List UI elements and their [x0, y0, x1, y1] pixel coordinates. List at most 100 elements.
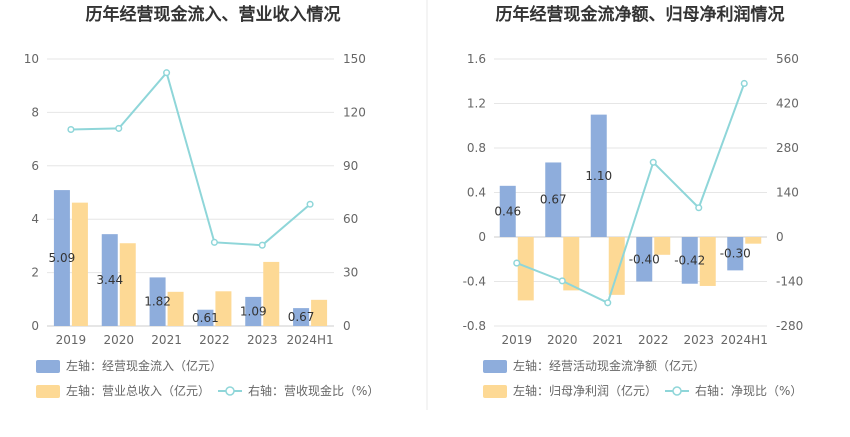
legend-label-line[interactable]: 右轴：营收现金比（%） [248, 383, 379, 398]
bar-data-label: 1.09 [240, 304, 267, 318]
bar-secondary[interactable] [745, 237, 762, 244]
bar-primary[interactable] [727, 237, 744, 271]
left-axis-tick: 8 [31, 105, 39, 119]
ratio-point[interactable] [513, 259, 521, 267]
ratio-point[interactable] [210, 238, 218, 246]
right-axis-tick: -280 [776, 319, 803, 333]
legend-marker-line[interactable] [672, 386, 682, 396]
bar-data-label: -0.30 [720, 247, 751, 261]
legend-label-primary[interactable]: 左轴：经营活动现金流净额（亿元） [513, 358, 705, 373]
bar-secondary[interactable] [517, 237, 534, 301]
ratio-point[interactable] [740, 79, 748, 88]
bar-primary[interactable] [293, 308, 310, 326]
bar-secondary[interactable] [167, 291, 184, 326]
bar-secondary[interactable] [263, 261, 280, 326]
left-axis-tick: 1.2 [467, 97, 486, 111]
bar-primary[interactable] [149, 277, 166, 326]
ratio-point[interactable] [115, 124, 123, 132]
category-tick: 2021 [151, 333, 182, 347]
bar-data-label: 5.09 [49, 251, 76, 265]
right-axis-tick: 420 [776, 97, 799, 111]
ratio-point[interactable] [258, 241, 266, 249]
bar-primary[interactable] [590, 114, 607, 237]
bar-data-label: -0.40 [629, 252, 660, 266]
legend-swatch-secondary[interactable] [483, 385, 507, 398]
chart-legend[interactable]: 左轴：经营活动现金流净额（亿元） 左轴：归母净利润（亿元） 右轴：净现比（%） [483, 358, 802, 398]
right-axis-tick: 140 [776, 186, 799, 200]
right-axis-tick: -140 [776, 275, 803, 289]
left-axis-tick: 1.6 [467, 52, 486, 66]
bar-primary[interactable] [245, 296, 262, 326]
category-tick: 2020 [103, 333, 134, 347]
bar-primary[interactable] [197, 309, 214, 326]
legend-label-secondary[interactable]: 左轴：归母净利润（亿元） [513, 383, 657, 398]
net-cashflow-profit-chart: 历年经营现金流净额、归母净利润情况 0.460.671.10-0.40 -0.42… [463, 4, 803, 398]
bar-secondary[interactable] [119, 243, 136, 326]
bar-primary[interactable] [499, 185, 516, 237]
category-tick: 2023 [683, 333, 714, 347]
right-axis-tick: 0 [776, 230, 784, 244]
bar-data-label: -0.42 [674, 253, 705, 267]
legend-swatch-primary[interactable] [483, 360, 507, 373]
bar-data-label: 1.10 [585, 169, 612, 183]
chart-title: 历年经营现金流净额、归母净利润情况 [496, 4, 785, 25]
cashflow-inflow-revenue-chart: 历年经营现金流入、营业收入情况 5.09 3.44 1.82 0.61 1.09 0.67… [24, 4, 379, 398]
right-axis-tick: 560 [776, 52, 799, 66]
ratio-point[interactable] [649, 158, 657, 166]
category-tick: 2021 [592, 333, 623, 347]
bar-secondary[interactable] [699, 237, 716, 286]
left-axis-tick: 0 [478, 230, 486, 244]
bar-data-label: 0.67 [540, 193, 567, 207]
legend-swatch-secondary[interactable] [36, 385, 60, 398]
ratio-point[interactable] [558, 277, 566, 285]
right-axis-tick: 150 [343, 52, 366, 66]
legend-swatch-primary[interactable] [36, 360, 60, 373]
chart-title: 历年经营现金流入、营业收入情况 [86, 4, 341, 25]
bar-data-label: 1.82 [144, 295, 171, 309]
category-tick: 2024H1 [286, 333, 333, 347]
category-tick: 2023 [247, 333, 278, 347]
legend-label-primary[interactable]: 左轴：经营现金流入（亿元） [66, 358, 222, 373]
bar-primary[interactable] [545, 162, 562, 237]
ratio-point[interactable] [604, 299, 612, 307]
bar-data-label: 0.67 [288, 310, 315, 324]
ratio-line [516, 83, 746, 305]
right-axis-tick: 60 [343, 212, 358, 226]
category-tick: 2022 [199, 333, 230, 347]
left-axis-tick: 10 [24, 52, 39, 66]
left-axis-tick: -0.8 [463, 319, 486, 333]
category-tick: 2019 [501, 333, 532, 347]
bar-data-label: 0.46 [494, 204, 521, 218]
left-axis-tick: -0.4 [463, 275, 486, 289]
ratio-point[interactable] [163, 69, 171, 77]
bar-secondary[interactable] [215, 291, 232, 326]
category-tick: 2022 [638, 333, 669, 347]
left-axis-tick: 2 [31, 266, 39, 280]
ratio-point[interactable] [306, 200, 314, 208]
bar-secondary[interactable] [654, 237, 671, 255]
bar-primary[interactable] [636, 237, 653, 282]
bar-primary[interactable] [681, 237, 698, 284]
bar-data-label: 0.61 [192, 311, 219, 325]
left-axis-tick: 6 [31, 159, 39, 173]
ratio-line [70, 70, 311, 247]
legend-label-line[interactable]: 右轴：净现比（%） [695, 383, 802, 398]
ratio-point[interactable] [67, 125, 75, 134]
category-tick: 2020 [547, 333, 578, 347]
legend-label-secondary[interactable]: 左轴：营业总收入（亿元） [66, 383, 210, 398]
bar-secondary[interactable] [311, 299, 328, 326]
bar-primary[interactable] [101, 234, 118, 326]
left-axis-tick: 0.4 [467, 186, 486, 200]
ratio-point[interactable] [695, 204, 703, 212]
right-axis-tick: 90 [343, 159, 358, 173]
bar-secondary[interactable] [71, 202, 88, 326]
bar-secondary[interactable] [608, 237, 625, 295]
bar-secondary[interactable] [563, 237, 580, 291]
legend-marker-line[interactable] [225, 386, 235, 396]
bar-primary[interactable] [53, 190, 70, 326]
right-axis-tick: 30 [343, 266, 358, 280]
chart-legend[interactable]: 左轴：经营现金流入（亿元） 左轴：营业总收入（亿元） 右轴：营收现金比（%） [36, 358, 379, 398]
category-tick: 2019 [56, 333, 87, 347]
category-tick: 2024H1 [721, 333, 768, 347]
